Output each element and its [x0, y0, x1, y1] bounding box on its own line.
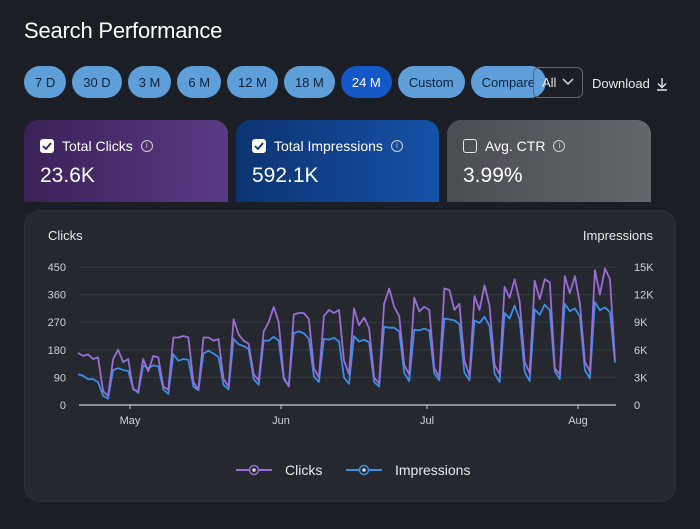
info-icon[interactable]: i [553, 140, 566, 152]
range-pill-3-m[interactable]: 3 M [127, 66, 172, 98]
y-tick-label-right: 12K [634, 290, 654, 302]
range-pill-6-m[interactable]: 6 M [177, 66, 222, 98]
y-tick-label-right: 15K [634, 262, 654, 274]
range-pill-7-d[interactable]: 7 D [24, 66, 67, 98]
y-tick-label-left: 270 [48, 317, 66, 329]
checkbox-total-clicks[interactable] [40, 139, 54, 153]
check-icon [42, 142, 52, 150]
legend-label: Impressions [395, 462, 470, 478]
right-axis-title: Impressions [583, 228, 654, 243]
chevron-down-icon [562, 78, 574, 86]
metric-label: Avg. CTR [485, 138, 546, 154]
y-tick-label-right: 3K [634, 372, 648, 384]
legend-label: Clicks [285, 462, 322, 478]
metric-value: 23.6K [40, 164, 95, 187]
y-tick-label-left: 360 [48, 290, 66, 302]
left-axis-title: Clicks [48, 228, 83, 243]
download-label: Download [592, 76, 650, 91]
metric-card-avg-ctr[interactable]: Avg. CTR i 3.99% [447, 120, 651, 202]
legend-swatch-dot [362, 468, 366, 472]
download-icon [656, 77, 667, 91]
check-icon [254, 142, 264, 150]
page-title: Search Performance [24, 18, 223, 43]
x-tick-label: May [120, 415, 141, 427]
filter-select[interactable]: All [533, 67, 583, 98]
metric-value: 3.99% [463, 164, 523, 187]
range-pill-12-m[interactable]: 12 M [227, 66, 278, 98]
y-tick-label-right: 0 [634, 400, 640, 412]
y-tick-label-left: 450 [48, 262, 66, 274]
info-icon[interactable]: i [390, 140, 403, 152]
metric-label: Total Impressions [274, 138, 383, 154]
range-pill-24-m[interactable]: 24 M [340, 66, 392, 98]
series-line-clicks [77, 267, 616, 397]
range-pill-18-m[interactable]: 18 M [283, 66, 335, 98]
y-tick-label-right: 9K [634, 317, 648, 329]
metric-card-total-clicks[interactable]: Total Clicks i 23.6K [24, 120, 228, 202]
range-pill-custom[interactable]: Custom [397, 66, 465, 98]
range-pill-30-d[interactable]: 30 D [72, 66, 122, 98]
download-button[interactable]: Download [592, 76, 668, 91]
legend-swatch-dot [252, 468, 256, 472]
x-tick-label: Jul [420, 415, 434, 427]
y-tick-label-left: 180 [48, 345, 66, 357]
metric-label: Total Clicks [62, 138, 133, 154]
metric-card-total-impressions[interactable]: Total Impressions i 592.1K [236, 120, 439, 202]
metric-value: 592.1K [252, 164, 319, 187]
performance-chart: Clicks Impressions 0 90 180 270 360 450 0 3K 6K 9K 1… [48, 228, 655, 478]
y-tick-label-left: 0 [60, 400, 66, 412]
checkbox-total-impressions[interactable] [252, 139, 266, 153]
performance-chart-panel: Clicks Impressions 0 90 180 270 360 450 0 3K 6K 9K 1… [24, 210, 676, 502]
series-line-impressions [77, 301, 616, 400]
x-tick-label: Aug [568, 415, 588, 427]
legend-item-clicks[interactable]: Clicks [236, 462, 322, 478]
info-icon[interactable]: i [140, 140, 153, 152]
y-tick-label-right: 6K [634, 345, 648, 357]
checkbox-avg-ctr[interactable] [463, 139, 477, 153]
legend-item-impressions[interactable]: Impressions [346, 462, 470, 478]
filter-select-value: All [542, 75, 557, 90]
y-tick-label-left: 90 [54, 372, 66, 384]
x-tick-label: Jun [272, 415, 290, 427]
